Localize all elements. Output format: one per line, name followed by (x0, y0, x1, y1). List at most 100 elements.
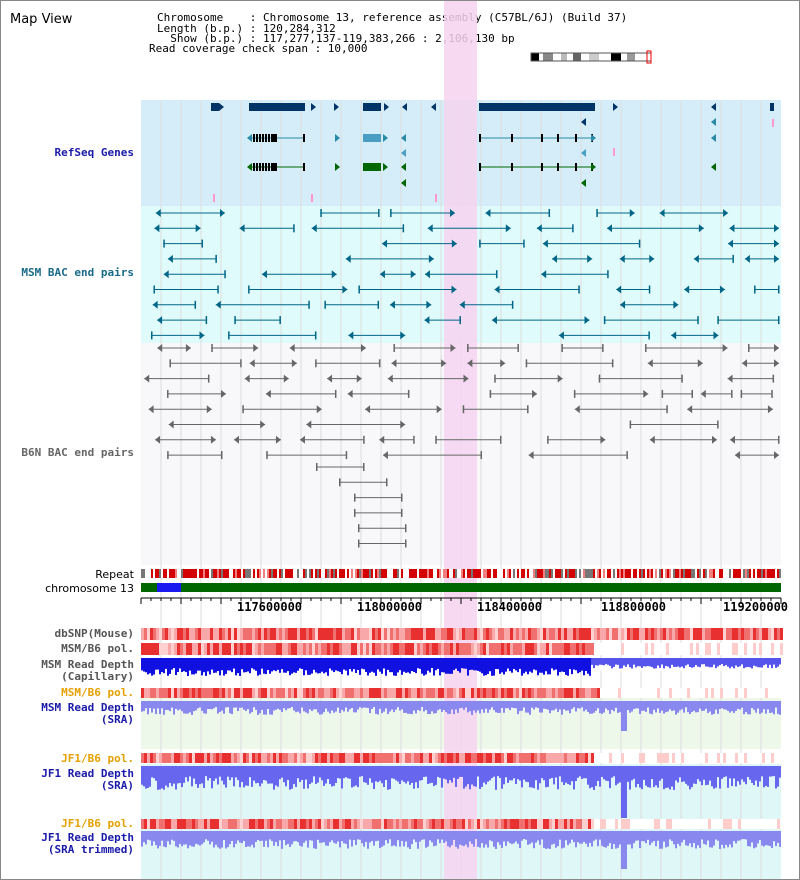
polymorphism-cell (597, 643, 600, 655)
read-depth-bar (709, 658, 711, 668)
polymorphism-cell (666, 753, 669, 763)
read-depth-bar (589, 658, 591, 676)
read-depth-bar (331, 658, 333, 671)
repeat-segment (205, 569, 207, 578)
read-depth-bar (295, 766, 297, 787)
repeat-segment (507, 569, 509, 578)
exon (557, 163, 559, 171)
read-depth-bar (485, 766, 487, 785)
track-label-jf1-b6-pol-2[interactable]: JF1/B6 pol. (61, 817, 134, 830)
polymorphism-cell (282, 819, 285, 829)
polymorphism-cell (402, 688, 405, 698)
bac-end (167, 389, 169, 398)
track-label-dbsnp[interactable]: dbSNP(Mouse) (54, 627, 134, 640)
bac-end-arrow (239, 224, 245, 233)
read-depth-bar (413, 831, 415, 840)
polymorphism-cell (660, 628, 663, 640)
track-label-msm-read-depth-sra[interactable]: MSM Read Depth (SRA) (41, 701, 134, 726)
repeat-segment (603, 569, 605, 578)
polymorphism-cell (501, 643, 504, 655)
track-label-msm-read-depth-capillary[interactable]: MSM Read Depth (Capillary) (41, 658, 134, 683)
repeat-segment (311, 569, 313, 578)
track-label-msm-b6-pol-sra[interactable]: MSM/B6 pol. (61, 686, 134, 699)
read-depth-bar (225, 831, 227, 849)
read-depth-bar (381, 658, 383, 674)
read-depth-bar (677, 701, 679, 713)
read-depth-bar (505, 658, 507, 672)
polymorphism-cell (573, 688, 576, 698)
track-label-refseq[interactable]: RefSeq Genes (54, 146, 134, 159)
read-depth-bar (475, 766, 477, 787)
track-label-jf1-read-depth-sra[interactable]: JF1 Read Depth (SRA) (41, 767, 134, 792)
read-depth-bar (715, 701, 717, 710)
polymorphism-cell (252, 643, 255, 655)
read-depth-bar (497, 766, 499, 777)
polymorphism-cell (351, 628, 354, 640)
polymorphism-cell (738, 628, 741, 640)
read-depth-bar (687, 766, 689, 786)
read-depth-bar (301, 831, 303, 847)
polymorphism-cell (678, 643, 681, 655)
repeat-segment (779, 569, 781, 578)
track-label-msm-bac[interactable]: MSM BAC end pairs (21, 266, 134, 279)
read-depth-bar (583, 658, 585, 676)
read-depth-bar (495, 701, 497, 713)
bac-end-arrow (199, 331, 205, 340)
polymorphism-cell (363, 643, 366, 655)
repeat-segment (301, 569, 303, 578)
read-depth-bar (577, 701, 579, 709)
read-depth-bar (251, 766, 253, 787)
read-depth-bar (759, 701, 761, 714)
read-depth-bar (533, 658, 535, 670)
read-depth-bar (743, 831, 745, 840)
polymorphism-cell (351, 819, 354, 829)
read-depth-bar (645, 658, 647, 667)
read-depth-bar (201, 658, 203, 676)
polymorphism-cell (582, 628, 585, 640)
read-depth-bar (361, 701, 363, 709)
read-depth-bar (653, 658, 655, 669)
repeat-segment (759, 569, 761, 578)
read-depth-bar (147, 766, 149, 788)
polymorphism-cell (588, 643, 591, 655)
repeat-segment (611, 569, 613, 578)
read-depth-bar (777, 701, 779, 714)
read-depth-bar (439, 766, 441, 778)
read-depth-bar (563, 831, 565, 848)
polymorphism-cell (204, 643, 207, 655)
repeat-segment (495, 569, 497, 578)
polymorphism-cell (357, 753, 360, 763)
read-depth-bar (469, 831, 471, 842)
polymorphism-cell (459, 628, 462, 640)
polymorphism-cell (522, 753, 525, 763)
read-depth-bar (695, 766, 697, 784)
read-depth-bar (295, 831, 297, 842)
track-label-b6n-bac[interactable]: B6N BAC end pairs (21, 446, 134, 459)
read-depth-bar (603, 658, 605, 666)
bac-end-arrow (152, 300, 158, 309)
repeat-segment (719, 569, 721, 578)
read-depth-bar (317, 701, 319, 713)
read-depth-bar (753, 701, 755, 710)
polymorphism-cell (270, 688, 273, 698)
read-depth-bar (487, 701, 489, 713)
read-depth-bar (531, 831, 533, 843)
read-depth-bar (583, 831, 585, 842)
polymorphism-cell (711, 628, 714, 640)
polymorphism-cell (195, 628, 198, 640)
polymorphism-cell (492, 819, 495, 829)
exon (256, 163, 258, 171)
repeat-segment (621, 569, 623, 578)
track-label-jf1-b6-pol[interactable]: JF1/B6 pol. (61, 752, 134, 765)
read-depth-bar (339, 658, 341, 672)
polymorphism-cell (264, 628, 267, 640)
bac-end (242, 405, 244, 414)
polymorphism-cell (693, 819, 696, 829)
read-depth-bar (755, 766, 757, 781)
polymorphism-cell (339, 753, 342, 763)
read-depth-bar (209, 831, 211, 845)
track-label-msm-b6-pol[interactable]: MSM/B6 pol. (61, 642, 134, 655)
track-label-jf1-read-depth-trimmed[interactable]: JF1 Read Depth (SRA trimmed) (41, 831, 134, 856)
repeat-segment (151, 569, 153, 578)
